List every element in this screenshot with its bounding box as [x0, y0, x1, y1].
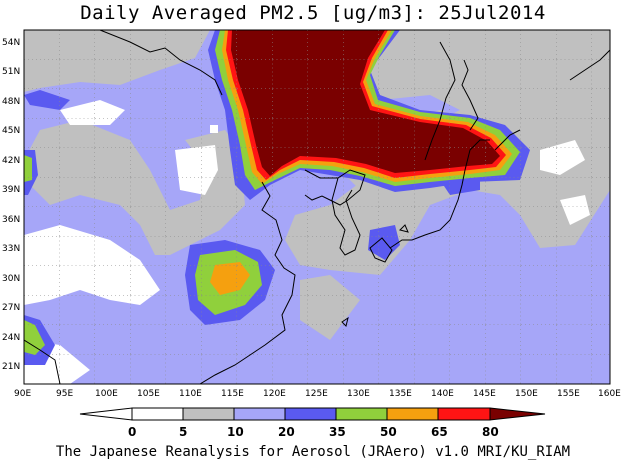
colorbar-tick-label: 35: [329, 425, 346, 439]
lon-label: 130E: [347, 389, 370, 399]
lon-label: 120E: [263, 389, 286, 399]
colorbar-upper-arrow: [489, 407, 546, 421]
data-source-credit: The Japanese Reanalysis for Aerosol (JRA…: [55, 444, 571, 460]
lon-label: 140E: [431, 389, 454, 399]
lon-label: 160E: [598, 389, 621, 399]
map-title: Daily Averaged PM2.5 [ug/m3]: 25Jul2014: [80, 2, 546, 24]
colorbar-segment: [386, 407, 439, 421]
colorbar-tick-label: 65: [431, 425, 448, 439]
lat-label: 54N: [2, 38, 20, 48]
lon-label: 135E: [389, 389, 412, 399]
lat-label: 33N: [2, 244, 20, 254]
lat-label: 36N: [2, 215, 20, 225]
lon-label: 105E: [137, 389, 160, 399]
lon-label: 145E: [473, 389, 496, 399]
colorbar-tick-label: 20: [278, 425, 295, 439]
lat-label: 30N: [2, 274, 20, 284]
colorbar-segment: [131, 407, 184, 421]
map-plot-area: [24, 30, 610, 384]
lat-label: 45N: [2, 126, 20, 136]
lat-label: 42N: [2, 156, 20, 166]
coastlines: [24, 30, 610, 384]
lon-label: 90E: [14, 389, 31, 399]
colorbar-tick-label: 80: [482, 425, 499, 439]
colorbar-tick-label: 50: [380, 425, 397, 439]
colorbar-segment: [233, 407, 286, 421]
lon-label: 150E: [515, 389, 538, 399]
lat-label: 51N: [2, 67, 20, 77]
lon-axis: 90E 95E 100E 105E 110E 115E 120E 125E 13…: [14, 389, 621, 399]
lon-label: 155E: [557, 389, 580, 399]
colorbar-labels: 0 5 10 20 35 50 65 80: [128, 425, 499, 439]
lon-label: 125E: [305, 389, 328, 399]
lon-label: 115E: [221, 389, 244, 399]
map-frame: [23, 29, 611, 385]
lon-label: 95E: [56, 389, 73, 399]
lon-label: 110E: [179, 389, 202, 399]
colorbar-segment: [284, 407, 337, 421]
colorbar: [79, 407, 546, 421]
colorbar-tick-label: 0: [128, 425, 136, 439]
lat-label: 21N: [2, 362, 20, 372]
colorbar-lower-arrow: [79, 407, 133, 421]
lat-label: 24N: [2, 333, 20, 343]
colorbar-tick-label: 5: [179, 425, 187, 439]
lat-label: 48N: [2, 97, 20, 107]
lat-label: 27N: [2, 303, 20, 313]
colorbar-tick-label: 10: [227, 425, 244, 439]
colorbar-segment: [437, 407, 491, 421]
colorbar-segment: [182, 407, 235, 421]
lat-axis: 54N 51N 48N 45N 42N 39N 36N 33N 30N 27N …: [2, 38, 20, 372]
lat-lon-grid: [24, 30, 610, 384]
colorbar-segment: [335, 407, 388, 421]
lon-label: 100E: [95, 389, 118, 399]
lat-label: 39N: [2, 185, 20, 195]
